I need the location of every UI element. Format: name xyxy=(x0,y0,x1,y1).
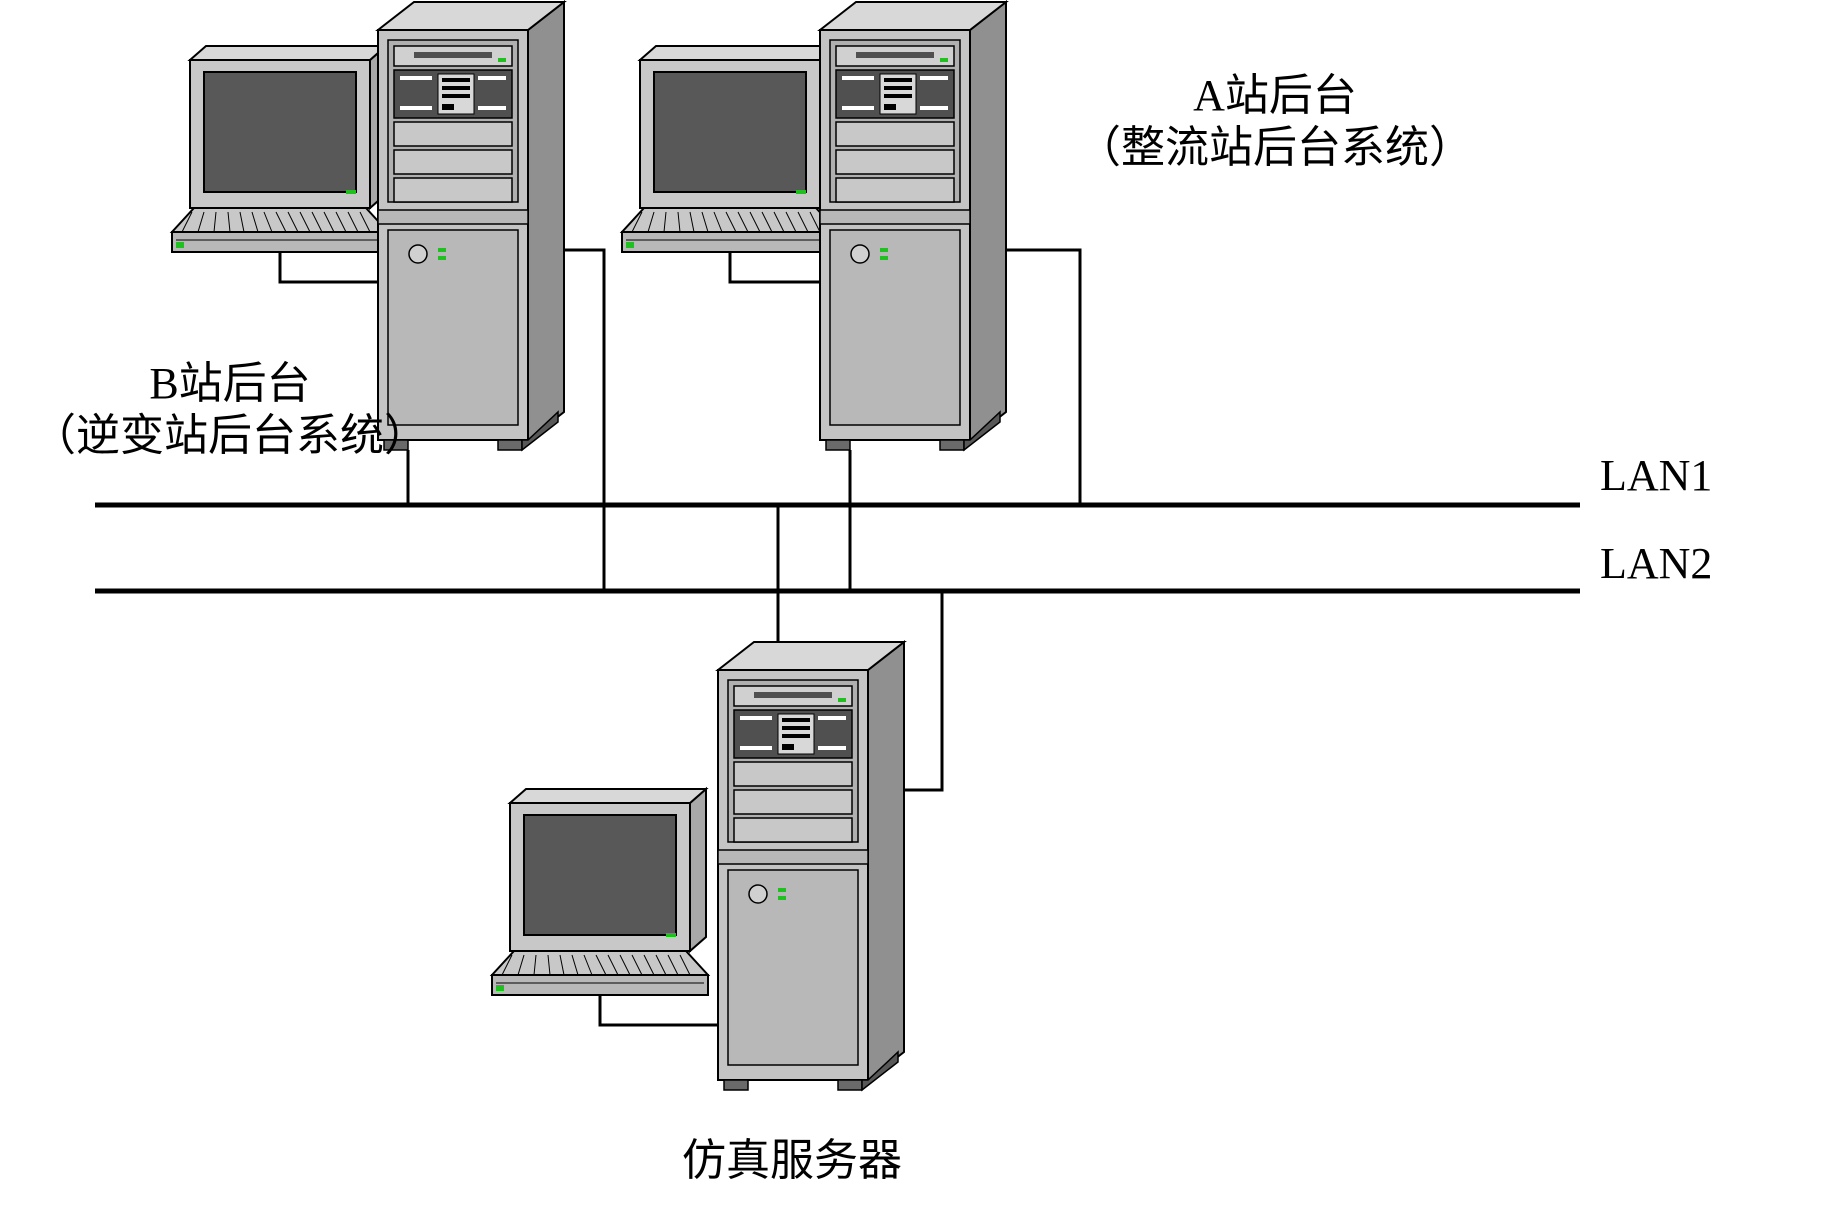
monitor-a xyxy=(622,46,838,252)
label-sim-server: 仿真服务器 xyxy=(682,1136,902,1185)
network-diagram: B站后台（逆变站后台系统） A站后台（整流站后台系统） LAN1 LAN2 仿真服务器 xyxy=(0,0,1845,1220)
monitor-b xyxy=(172,46,388,252)
lan-lines xyxy=(95,505,1580,591)
label-lan1: LAN1 xyxy=(1600,451,1712,500)
node-group xyxy=(172,2,1006,1090)
label-station-b-2: （逆变站后台系统） xyxy=(32,411,428,460)
label-station-b-1: B站后台 xyxy=(149,359,310,408)
server-sim xyxy=(718,642,904,1090)
label-station-a-1: A站后台 xyxy=(1193,71,1357,120)
server-a xyxy=(820,2,1006,450)
label-lan2: LAN2 xyxy=(1600,539,1712,588)
server-b xyxy=(378,2,564,450)
label-station-a-2: （整流站后台系统） xyxy=(1077,123,1473,172)
monitor-sim xyxy=(492,789,708,995)
